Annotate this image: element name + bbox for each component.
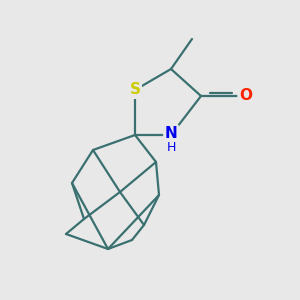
Text: N: N bbox=[165, 126, 177, 141]
Text: H: H bbox=[167, 141, 177, 154]
Text: S: S bbox=[130, 82, 140, 98]
Text: O: O bbox=[239, 88, 252, 104]
